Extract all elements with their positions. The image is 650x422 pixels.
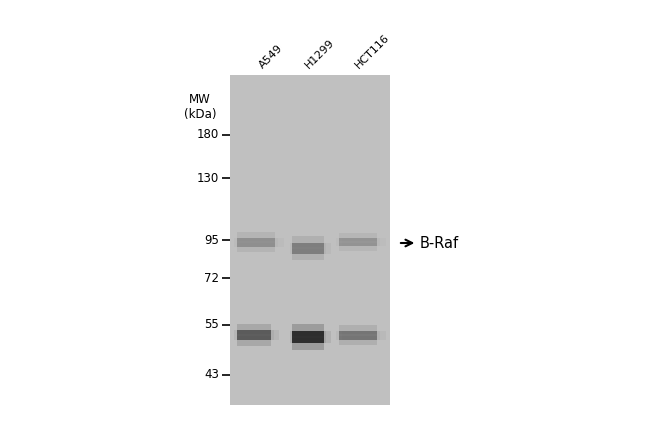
Bar: [292, 249, 324, 260]
Bar: [336, 330, 380, 340]
Text: 43: 43: [204, 368, 219, 381]
Bar: [234, 238, 278, 246]
Text: HCT116: HCT116: [353, 32, 391, 70]
Bar: [240, 238, 283, 246]
Text: 55: 55: [204, 319, 219, 332]
Text: B-Raf: B-Raf: [401, 235, 459, 251]
Bar: [235, 330, 274, 340]
Text: A549: A549: [257, 43, 285, 70]
Bar: [339, 243, 377, 251]
Bar: [237, 243, 275, 252]
Bar: [292, 324, 324, 336]
Bar: [292, 243, 324, 254]
Bar: [290, 243, 326, 254]
Bar: [292, 236, 324, 247]
Bar: [237, 232, 275, 241]
Bar: [339, 330, 377, 340]
Bar: [292, 338, 324, 350]
Bar: [237, 330, 271, 340]
Text: 180: 180: [197, 129, 219, 141]
Bar: [237, 238, 275, 246]
Bar: [336, 238, 380, 246]
Bar: [290, 331, 326, 343]
Text: 95: 95: [204, 233, 219, 246]
Bar: [292, 331, 324, 343]
Text: MW
(kDa): MW (kDa): [184, 93, 216, 121]
Bar: [339, 233, 377, 241]
Bar: [294, 331, 332, 343]
Text: 130: 130: [197, 171, 219, 184]
Bar: [339, 325, 377, 334]
Bar: [339, 336, 377, 345]
Bar: [240, 330, 279, 340]
Text: H1299: H1299: [303, 37, 336, 70]
Text: 72: 72: [204, 271, 219, 284]
Bar: [342, 238, 385, 246]
Bar: [237, 336, 271, 346]
Bar: [342, 330, 385, 340]
Bar: [237, 324, 271, 334]
Bar: [294, 243, 332, 254]
Bar: [230, 75, 390, 405]
Bar: [339, 238, 377, 246]
